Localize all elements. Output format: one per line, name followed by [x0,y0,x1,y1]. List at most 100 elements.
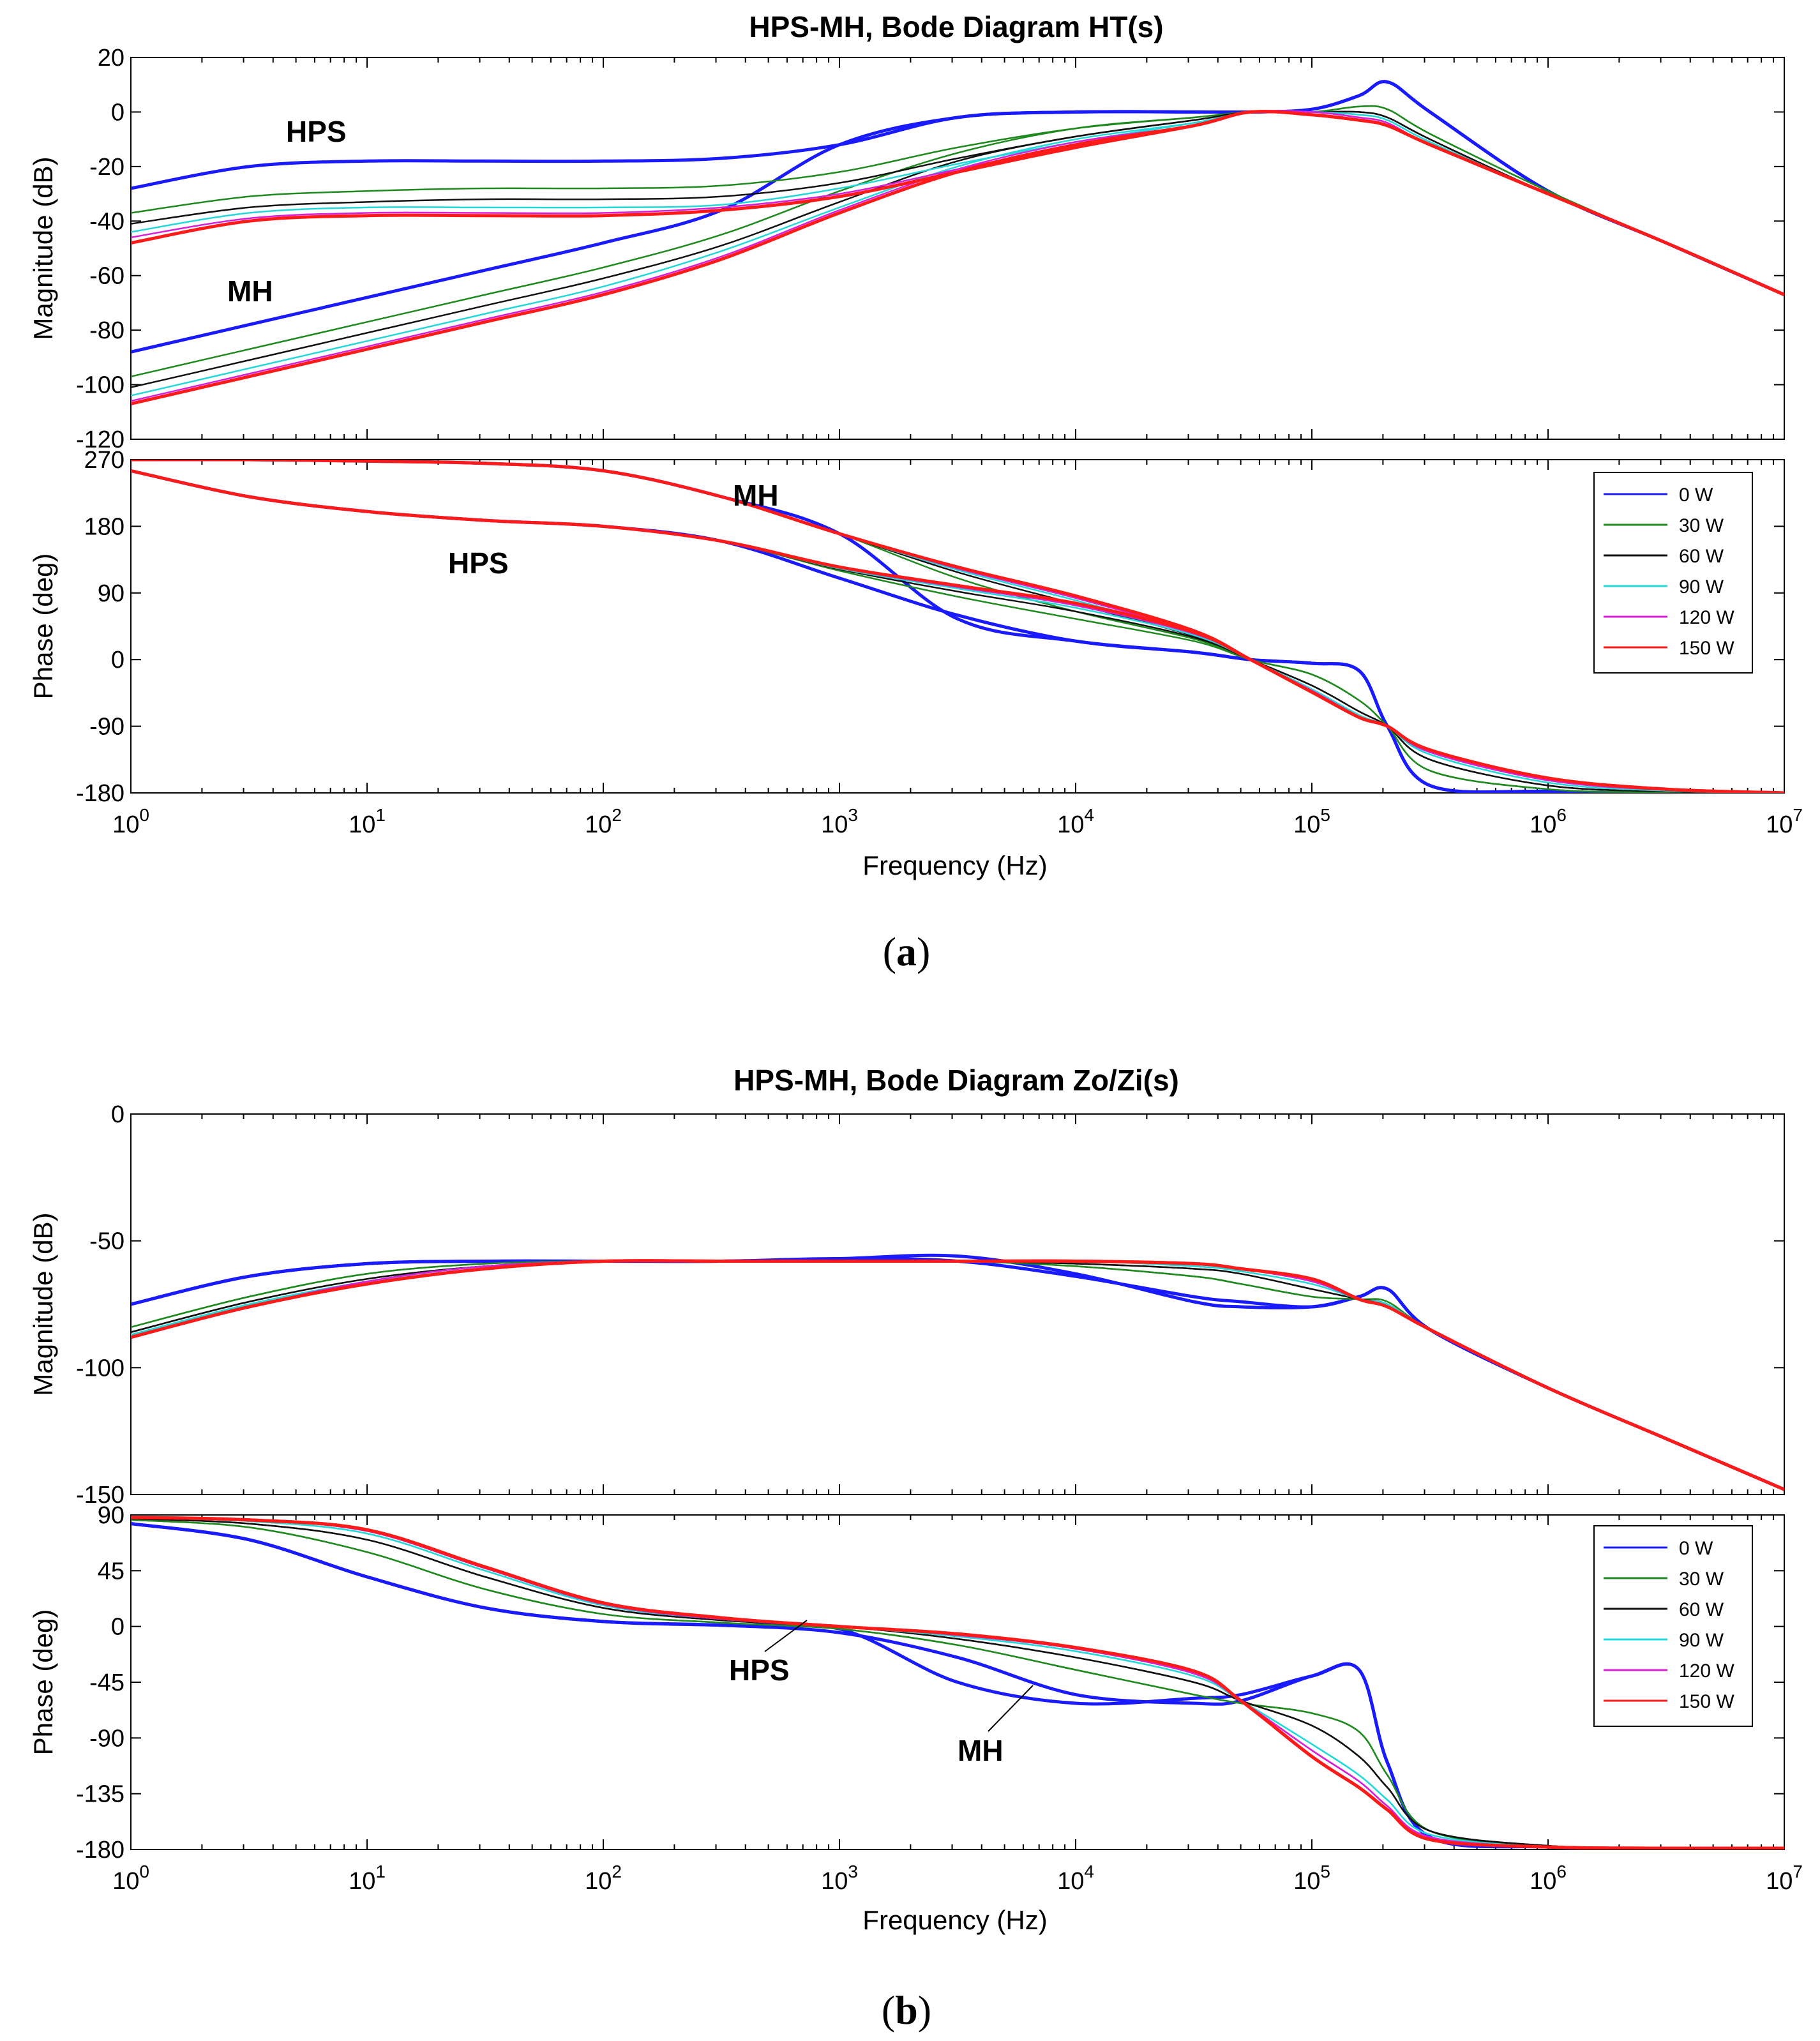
series-line-mh-30-w [131,105,1784,378]
x-tick-label: 107 [1766,1862,1803,1895]
figure-a: HPS-MH, Bode Diagram HT(s) 20 0 -20 -40 -60 -… [28,10,1803,974]
figure-b-phase-tick-labels: 90 45 0 -45 -90 -135 -180 [76,1502,124,1864]
legend-label: 30 W [1679,515,1724,536]
y-tick-label: -180 [76,1837,124,1864]
x-tick-label: 102 [585,1862,622,1895]
annotation-mh: MH [958,1734,1004,1767]
legend-label: 150 W [1679,1691,1734,1712]
legend-label: 120 W [1679,1661,1734,1682]
legend-label: 60 W [1679,546,1724,567]
figure-a-x-tick-labels: 100 101 102 103 104 105 106 107 [112,805,1803,838]
figure-b-magnitude-ylabel: Magnitude (dB) [28,1212,58,1396]
figure-b-caption-letter: b [895,1987,918,2033]
annotation-hps-leader [764,1620,808,1652]
legend-label: 60 W [1679,1599,1724,1620]
legend-box [1593,472,1753,674]
figure-a-phase-panel: 270 180 90 0 -90 -180 Phase (deg) MH HPS 0 W 3… [28,447,1785,807]
legend-label: 120 W [1679,607,1734,628]
annotation-hps: HPS [448,546,509,580]
legend-label: 30 W [1679,1569,1724,1590]
y-tick-label: -20 [89,154,124,181]
series-line-mh-150-w [131,460,1784,793]
figure-a-legend: 0 W 30 W 60 W 90 W 120 W 150 W [1593,472,1753,674]
figure-b-phase-ticks [130,1514,1785,1850]
x-tick-label: 104 [1057,1862,1094,1895]
figure-b-phase-ylabel: Phase (deg) [28,1609,58,1756]
legend-label: 90 W [1679,1630,1724,1651]
y-tick-label: -45 [89,1669,124,1696]
y-tick-label: -120 [76,426,124,453]
figure-a-magnitude-tick-labels: 20 0 -20 -40 -60 -80 -100 -120 [76,45,124,453]
figure-b-magnitude-panel: 0 -50 -100 -150 Magnitude (dB) [28,1101,1785,1509]
figure-a-magnitude-ylabel: Magnitude (dB) [28,156,58,340]
series-line-mh-150-w [131,1516,1784,1849]
series-line-mh-90-w [131,1516,1784,1849]
annotation-hps: HPS [729,1653,790,1687]
y-tick-label: 45 [98,1558,124,1585]
figure-a-phase-plot-area [130,459,1785,794]
series-line-mh-30-w [131,1519,1784,1849]
y-tick-label: -80 [89,317,124,344]
x-tick-label: 107 [1766,805,1803,838]
y-tick-label: 270 [84,447,124,474]
figure-a-phase-ylabel: Phase (deg) [28,554,58,700]
figure-a-phase-tick-labels: 270 180 90 0 -90 -180 [76,447,124,807]
figure-a-xlabel: Frequency (Hz) [862,850,1047,880]
y-tick-label: -40 [89,208,124,235]
figure-a-magnitude-plot-area [130,57,1785,440]
figure-a-magnitude-panel: 20 0 -20 -40 -60 -80 -100 -120 Magnitude (dB) H… [28,45,1785,453]
x-tick-label: 103 [821,1862,858,1895]
x-tick-label: 105 [1293,1862,1330,1895]
legend-items: 0 W 30 W 60 W 90 W 120 W 150 W [1604,485,1734,659]
annotation-mh-leader [988,1685,1034,1732]
annotation-mh: MH [227,275,273,308]
figure-b-legend: 0 W 30 W 60 W 90 W 120 W 150 W [1593,1525,1753,1727]
y-tick-label: 90 [98,1502,124,1529]
annotation-hps: HPS [286,115,347,148]
figure-a-phase-ticks [130,459,1785,794]
series-line-mh-150-w [131,1259,1784,1491]
x-tick-label: 100 [112,805,149,838]
series-line-mh-0-w [131,80,1784,354]
x-tick-label: 101 [349,805,386,838]
figure-b-magnitude-curves [131,1253,1784,1491]
x-tick-label: 106 [1530,1862,1567,1895]
figure-b-x-tick-labels: 100 101 102 103 104 105 106 107 [112,1862,1803,1895]
figure-a-caption-letter: a [896,929,917,974]
y-tick-label: -60 [89,263,124,290]
y-tick-label: 90 [98,580,124,607]
y-tick-label: -100 [76,1355,124,1382]
x-tick-label: 106 [1530,805,1567,838]
figure-b-magnitude-tick-labels: 0 -50 -100 -150 [76,1101,124,1509]
y-tick-label: 20 [98,45,124,72]
legend-box [1593,1525,1753,1727]
y-tick-label: -150 [76,1482,124,1509]
y-tick-label: 180 [84,513,124,540]
annotation-mh: MH [733,479,779,512]
figure-b-title: HPS-MH, Bode Diagram Zo/Zi(s) [733,1064,1179,1097]
figure-b-phase-curves [131,1516,1784,1849]
figure-a-magnitude-curves [131,80,1784,405]
y-tick-label: -90 [89,714,124,741]
x-tick-label: 103 [821,805,858,838]
legend-label: 0 W [1679,485,1713,506]
x-tick-label: 100 [112,1862,149,1895]
legend-items: 0 W 30 W 60 W 90 W 120 W 150 W [1604,1538,1734,1712]
figure-b-xlabel: Frequency (Hz) [862,1905,1047,1935]
figure-b: HPS-MH, Bode Diagram Zo/Zi(s) 0 -50 -100 -1… [28,1064,1803,2033]
legend-label: 0 W [1679,1538,1713,1559]
y-tick-label: -180 [76,780,124,807]
series-line-mh-60-w [131,110,1784,389]
figure-b-phase-panel: 90 45 0 -45 -90 -135 -180 Phase (deg) HPS MH 0… [28,1502,1785,1864]
y-tick-label: 0 [111,647,124,674]
legend-label: 150 W [1679,638,1734,659]
figure-b-caption: (b) [882,1987,931,2033]
x-tick-label: 102 [585,805,622,838]
figure-a-phase-curves [131,460,1784,793]
series-line-mh-150-w [131,110,1784,405]
figure-b-magnitude-ticks [130,1113,1785,1495]
y-tick-label: -135 [76,1781,124,1808]
y-tick-label: 0 [111,99,124,126]
legend-label: 90 W [1679,576,1724,598]
